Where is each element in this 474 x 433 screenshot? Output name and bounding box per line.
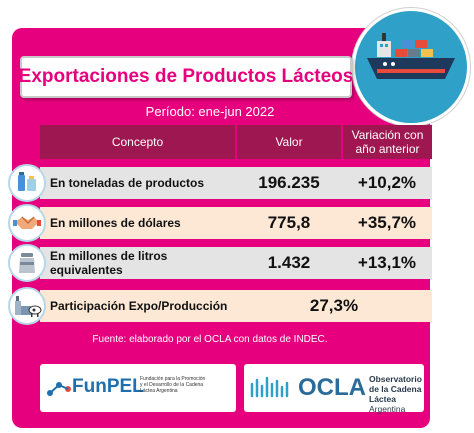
funpel-description: Fundación para la Promoción y el Desarro…	[140, 376, 232, 394]
header-concept-label: Concepto	[111, 135, 164, 149]
row-concept: En toneladas de productos	[50, 176, 205, 190]
funpel-name: FunPEL	[72, 376, 144, 397]
factory-cow-icon	[8, 287, 46, 325]
table-row: En millones de litros equivalentes 1.432…	[40, 247, 432, 279]
dairy-products-icon	[8, 164, 46, 202]
milk-can-icon	[8, 244, 46, 282]
funpel-logo: FunPEL Fundación para la Promoción y el …	[40, 364, 236, 412]
ocla-name: OCLA	[298, 374, 366, 401]
table-row: En millones de dólares 775,8 +35,7%	[40, 207, 432, 239]
row-variation: +35,7%	[357, 213, 417, 232]
ocla-desc-line: de la Cadena Láctea	[369, 384, 422, 404]
row-variation: +13,1%	[357, 253, 417, 272]
ocla-mark-icon	[250, 376, 289, 398]
ocla-desc-line: Observatorio	[369, 374, 422, 384]
participation-value: 27,3%	[309, 296, 359, 315]
handshake-icon	[8, 204, 46, 242]
funpel-desc-line: Láctea Argentina	[140, 388, 178, 394]
funpel-desc-line: y el Desarrollo de la Cadena	[140, 382, 204, 388]
funpel-desc-line: Fundación para la Promoción	[140, 376, 206, 382]
row-variation: +10,2%	[357, 173, 417, 192]
title-box: Exportaciones de Productos Lácteos	[18, 56, 354, 98]
participation-row: Participación Expo/Producción 27,3%	[40, 290, 432, 322]
row-concept: En millones de litros equivalentes	[50, 249, 168, 277]
ocla-description: Observatorio de la Cadena Láctea Argenti…	[369, 374, 424, 414]
participation-concept: Participación Expo/Producción	[50, 299, 228, 313]
row-value: 1.432	[267, 253, 311, 272]
period-label: Período: ene-jun 2022	[145, 104, 275, 119]
row-value: 775,8	[267, 213, 311, 232]
header-variation-line1: Variación con	[351, 128, 424, 142]
ocla-desc-line: Argentina	[369, 404, 406, 414]
ship-icon	[352, 8, 470, 126]
page-title: Exportaciones de Productos Lácteos	[18, 66, 354, 87]
row-value: 196.235	[258, 173, 320, 192]
table-row: En toneladas de productos 196.235 +10,2%	[40, 167, 432, 199]
header-variation-line2: año anterior	[355, 142, 420, 156]
header-value-label: Valor	[275, 135, 303, 149]
ocla-logo: OCLA Observatorio de la Cadena Láctea Ar…	[244, 364, 424, 414]
header-value: Valor	[237, 125, 341, 159]
header-variation: Variación con año anterior	[343, 125, 432, 159]
header-concept: Concepto	[40, 125, 235, 159]
row-concept: En millones de dólares	[50, 216, 181, 230]
funpel-mark-icon	[47, 382, 71, 396]
source-note: Fuente: elaborado por el OCLA con datos …	[92, 334, 328, 345]
